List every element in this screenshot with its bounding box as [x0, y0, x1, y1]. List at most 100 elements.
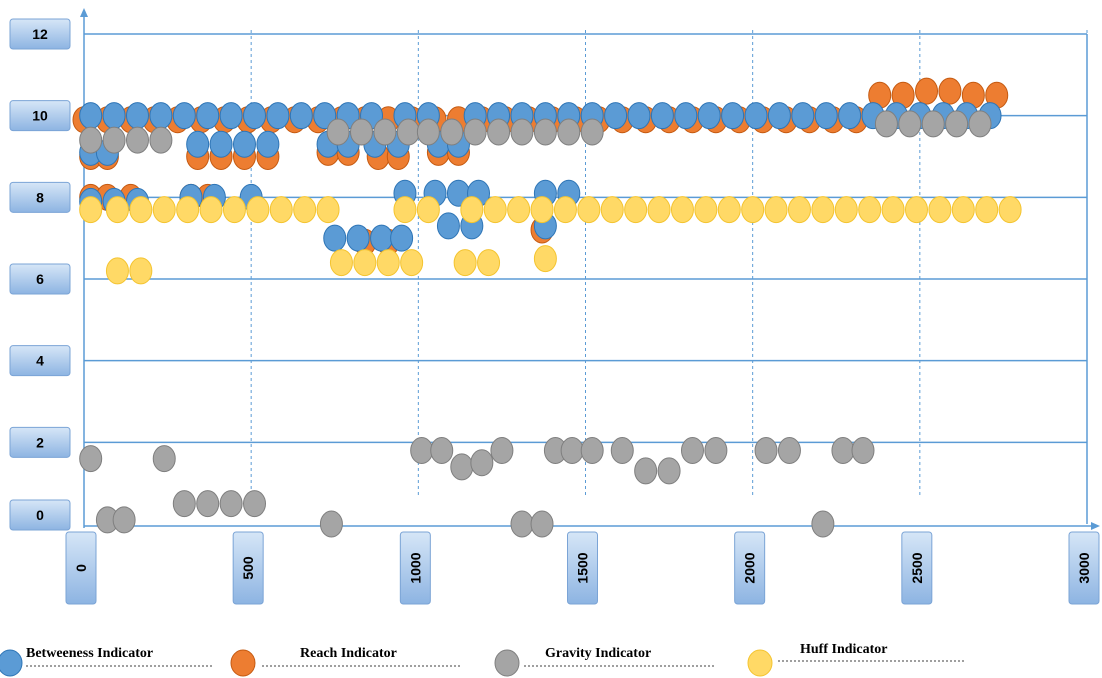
y-tick-0: 0: [9, 499, 71, 531]
data-point: [530, 196, 554, 224]
legend-marker: [494, 649, 520, 677]
data-point: [530, 510, 554, 538]
legend-item-betweeness-indicator: Betweeness Indicator: [0, 646, 213, 677]
data-point: [196, 102, 220, 130]
data-point: [787, 196, 811, 224]
svg-text:3000: 3000: [1076, 552, 1092, 583]
data-point: [196, 490, 220, 518]
data-point: [376, 249, 400, 277]
data-point: [470, 449, 494, 477]
data-point: [102, 102, 126, 130]
data-point: [326, 118, 350, 146]
svg-text:0: 0: [73, 564, 89, 572]
data-point: [557, 118, 581, 146]
data-point: [634, 457, 658, 485]
svg-text:2000: 2000: [742, 552, 758, 583]
data-point: [874, 110, 898, 138]
legend-item-reach-indicator: Reach Indicator: [230, 646, 460, 677]
data-point: [624, 196, 648, 224]
legend-marker: [230, 649, 256, 677]
data-point: [510, 118, 534, 146]
data-point: [553, 196, 577, 224]
x-tick-1000: 1000: [399, 531, 431, 605]
data-point: [968, 110, 992, 138]
data-point: [898, 110, 922, 138]
data-point: [209, 130, 233, 158]
data-point: [152, 445, 176, 473]
data-point: [754, 437, 778, 464]
data-point: [831, 437, 855, 464]
x-tick-2500: 2500: [901, 531, 933, 605]
data-point: [172, 490, 196, 518]
data-point: [791, 102, 815, 130]
legend-label: Huff Indicator: [800, 642, 888, 657]
data-point: [533, 245, 557, 273]
legend-label: Gravity Indicator: [545, 646, 651, 661]
data-point: [329, 249, 353, 277]
data-point: [219, 490, 243, 518]
data-point: [483, 196, 507, 224]
data-point: [440, 118, 464, 146]
data-point: [811, 196, 835, 224]
data-point: [998, 196, 1022, 224]
data-point: [604, 102, 628, 130]
data-point: [176, 196, 200, 224]
data-point: [814, 102, 838, 130]
data-point: [560, 437, 584, 464]
svg-text:12: 12: [32, 26, 48, 42]
data-point: [105, 196, 129, 224]
data-point: [353, 249, 377, 277]
x-tick-2000: 2000: [734, 531, 766, 605]
data-point: [186, 130, 210, 158]
data-point: [610, 437, 634, 464]
data-point: [951, 196, 975, 224]
y-axis-ticks: 0 2 4 6 8 10 12: [9, 18, 71, 531]
data-point: [105, 257, 129, 285]
data-point: [717, 196, 741, 224]
data-points: [72, 77, 1022, 538]
y-tick-8: 8: [9, 181, 71, 213]
data-point: [393, 196, 417, 224]
data-point: [915, 77, 939, 105]
data-point: [921, 110, 945, 138]
data-point: [346, 224, 370, 252]
data-point: [838, 102, 862, 130]
data-point: [945, 110, 969, 138]
data-point: [487, 118, 511, 146]
data-point: [125, 126, 149, 154]
svg-text:6: 6: [36, 271, 44, 287]
data-point: [125, 102, 149, 130]
data-point: [764, 196, 788, 224]
data-point: [647, 196, 671, 224]
data-point: [600, 196, 624, 224]
data-point: [323, 224, 347, 252]
legend-marker: [747, 649, 773, 677]
data-point: [721, 102, 745, 130]
data-point: [533, 118, 557, 146]
data-point: [370, 224, 394, 252]
svg-text:2500: 2500: [909, 552, 925, 583]
legend: Betweeness Indicator Reach Indicator Gravi…: [0, 642, 965, 677]
x-tick-500: 500: [232, 531, 264, 605]
legend-item-gravity-indicator: Gravity Indicator: [494, 646, 715, 677]
data-point: [477, 249, 501, 277]
data-point: [269, 196, 293, 224]
data-point: [256, 130, 280, 158]
legend-marker: [0, 649, 23, 677]
y-tick-4: 4: [9, 345, 71, 377]
data-point: [112, 506, 136, 534]
data-point: [938, 77, 962, 105]
data-point: [79, 102, 103, 130]
data-point: [767, 102, 791, 130]
data-point: [627, 102, 651, 130]
y-tick-10: 10: [9, 100, 71, 132]
axes: [80, 8, 1100, 530]
data-point: [149, 102, 173, 130]
data-point: [507, 196, 531, 224]
svg-text:4: 4: [36, 353, 44, 369]
data-point: [453, 249, 477, 277]
data-point: [851, 437, 875, 464]
data-point: [152, 196, 176, 224]
data-point: [436, 212, 460, 240]
data-point: [129, 196, 153, 224]
